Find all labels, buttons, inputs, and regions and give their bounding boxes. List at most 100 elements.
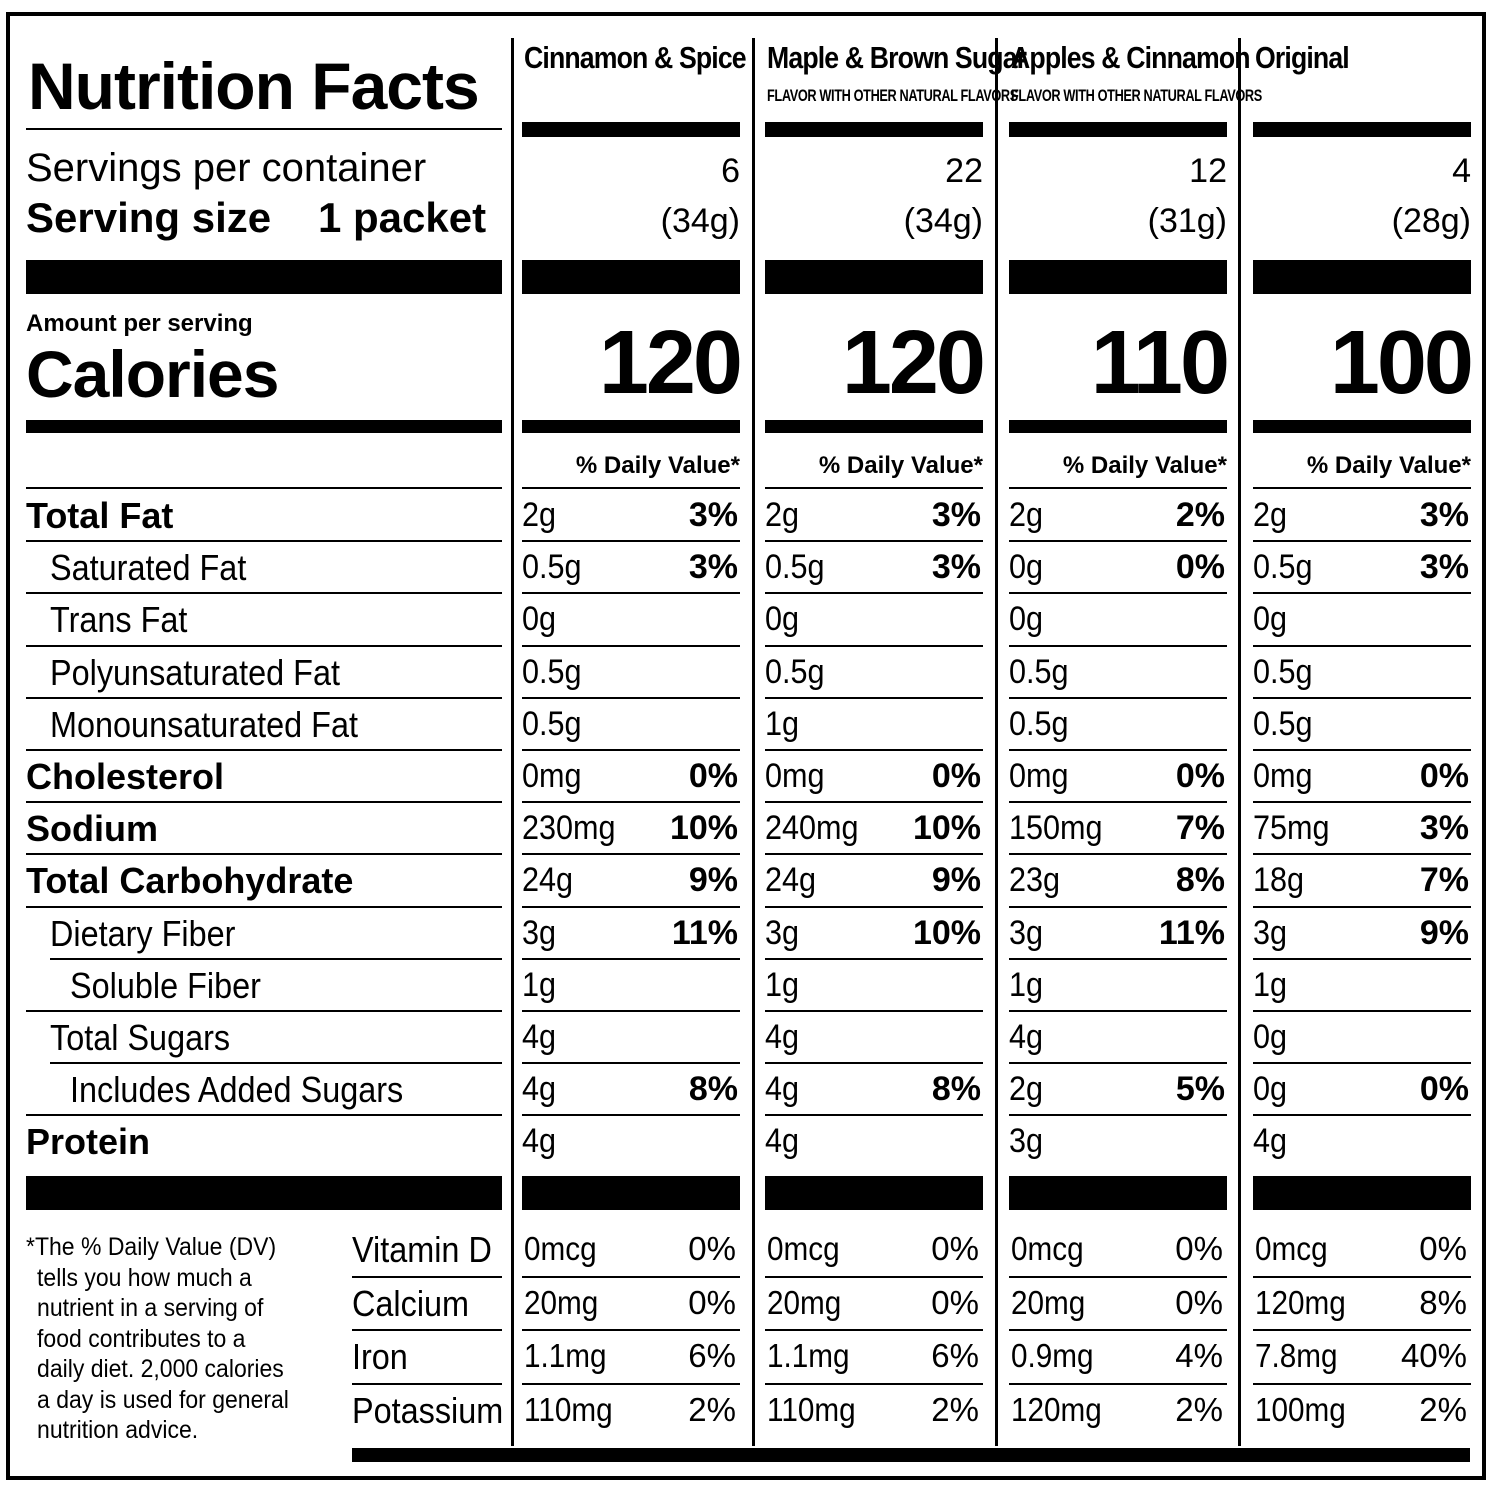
nutrition-label-frame — [6, 12, 1486, 1480]
calories-value: 120 — [841, 313, 986, 413]
nutrient-percent: 8% — [688, 1070, 738, 1109]
row-divider — [522, 749, 740, 751]
nutrient-amount: 1g — [522, 965, 557, 1004]
nutrient-percent: 9% — [931, 861, 981, 900]
vitamin-percent: 0% — [688, 1230, 736, 1267]
row-divider — [1253, 1062, 1471, 1065]
thick-bar — [522, 122, 740, 137]
serving-weight: (31g) — [1147, 202, 1227, 240]
nutrient-percent: 0% — [688, 757, 738, 795]
nutrient-amount: 2g — [1009, 496, 1044, 534]
nutrient-percent: 0% — [1419, 757, 1469, 795]
nutrient-amount: 4g — [765, 1070, 800, 1109]
row-divider — [1253, 592, 1471, 595]
row-divider — [522, 905, 740, 908]
nutrient-amount: 0.5g — [522, 704, 582, 743]
servings-label: Servings per container — [26, 146, 427, 190]
nutrient-percent: 2% — [1175, 496, 1225, 534]
nutrient-amount: 0.5g — [765, 652, 825, 691]
thick-bar — [1009, 1176, 1227, 1210]
nutrient-amount: 18g — [1253, 861, 1305, 900]
nutrient-amount: 75mg — [1253, 809, 1330, 848]
nutrient-amount: 150mg — [1009, 809, 1103, 848]
vitamin-percent: 6% — [688, 1337, 736, 1374]
row-divider — [1009, 853, 1227, 856]
nutrient-percent: 3% — [1419, 548, 1469, 587]
vitamin-percent: 8% — [1419, 1283, 1467, 1321]
row-divider — [26, 905, 502, 908]
nutrient-percent: 0% — [931, 757, 981, 795]
nutrient-percent: 3% — [688, 496, 738, 534]
row-divider — [1253, 696, 1471, 699]
footnote-line: tells you how much a — [37, 1263, 252, 1292]
daily-value-header: % Daily Value* — [1306, 452, 1471, 479]
row-divider — [1009, 1062, 1227, 1065]
nutrient-percent: 0% — [1175, 548, 1225, 587]
nutrient-amount: 0g — [765, 600, 800, 639]
row-divider — [1253, 905, 1471, 908]
vitamin-percent: 2% — [1419, 1390, 1467, 1428]
nutrient-label: Soluble Fiber — [70, 964, 261, 1006]
row-divider — [522, 1114, 740, 1117]
servings-count: 12 — [1189, 152, 1227, 190]
vitamin-amount: 0mcg — [1011, 1230, 1084, 1267]
row-divider — [26, 1010, 502, 1012]
row-divider — [765, 1329, 983, 1331]
nutrient-amount: 0.5g — [1253, 652, 1313, 691]
thick-bar — [26, 260, 502, 294]
row-divider — [765, 801, 983, 804]
row-divider — [1009, 1275, 1227, 1278]
servings-count: 22 — [945, 152, 983, 190]
footnote-line: nutrient in a serving of — [37, 1294, 264, 1322]
row-divider — [352, 1275, 502, 1278]
nutrient-label: Protein — [26, 1121, 151, 1163]
nutrient-label: Monounsaturated Fat — [50, 703, 358, 745]
row-divider — [26, 696, 502, 699]
row-divider — [1009, 696, 1227, 699]
row-divider — [1253, 644, 1471, 647]
row-divider — [1009, 1114, 1227, 1117]
vitamin-percent: 0% — [1175, 1230, 1223, 1267]
row-divider — [522, 540, 740, 543]
page-title: Nutrition Facts — [28, 49, 480, 123]
serving-size-value: 1 packet — [318, 194, 487, 241]
calories-value: 110 — [1090, 313, 1230, 413]
vitamin-percent: 2% — [1175, 1390, 1223, 1428]
nutrient-amount: 2g — [1253, 496, 1288, 534]
row-divider — [1009, 801, 1227, 804]
vitamin-amount: 1.1mg — [524, 1337, 607, 1374]
nutrient-amount: 4g — [522, 1122, 557, 1161]
vitamin-label: Iron — [352, 1336, 408, 1377]
vitamin-label: Vitamin D — [352, 1229, 492, 1270]
row-divider — [1253, 853, 1471, 856]
nutrient-label: Total Sugars — [50, 1017, 231, 1058]
medium-bar — [26, 420, 502, 433]
nutrient-amount: 2g — [765, 496, 800, 534]
nutrient-percent: 3% — [688, 548, 738, 587]
row-divider — [1009, 592, 1227, 595]
nutrient-amount: 0.5g — [1009, 704, 1069, 743]
row-divider — [522, 1329, 740, 1331]
thick-bar — [1009, 122, 1227, 137]
nutrient-amount: 0g — [522, 600, 557, 639]
footnote-line: a day is used for general — [37, 1385, 289, 1414]
nutrient-percent: 0% — [1419, 1070, 1469, 1109]
product-subtitle: FLAVOR WITH OTHER NATURAL FLAVORS — [767, 86, 1018, 105]
nutrient-amount: 3g — [765, 913, 800, 952]
row-divider — [522, 644, 740, 647]
row-divider — [352, 1329, 502, 1331]
row-divider — [1253, 749, 1471, 751]
thick-bar — [1253, 260, 1471, 294]
vitamin-amount: 120mg — [1255, 1283, 1346, 1321]
medium-bar — [765, 420, 983, 433]
divider — [26, 128, 502, 130]
vitamin-label: Calcium — [352, 1282, 470, 1324]
nutrient-percent: 10% — [912, 913, 981, 952]
product-subtitle: FLAVOR WITH OTHER NATURAL FLAVORS — [1011, 86, 1262, 105]
vitamin-percent: 4% — [1175, 1337, 1223, 1374]
row-divider — [522, 1062, 740, 1065]
vitamin-amount: 0.9mg — [1011, 1337, 1094, 1374]
nutrient-percent: 3% — [1419, 496, 1469, 534]
vitamin-percent: 0% — [1419, 1230, 1467, 1267]
daily-value-header: % Daily Value* — [575, 452, 740, 479]
